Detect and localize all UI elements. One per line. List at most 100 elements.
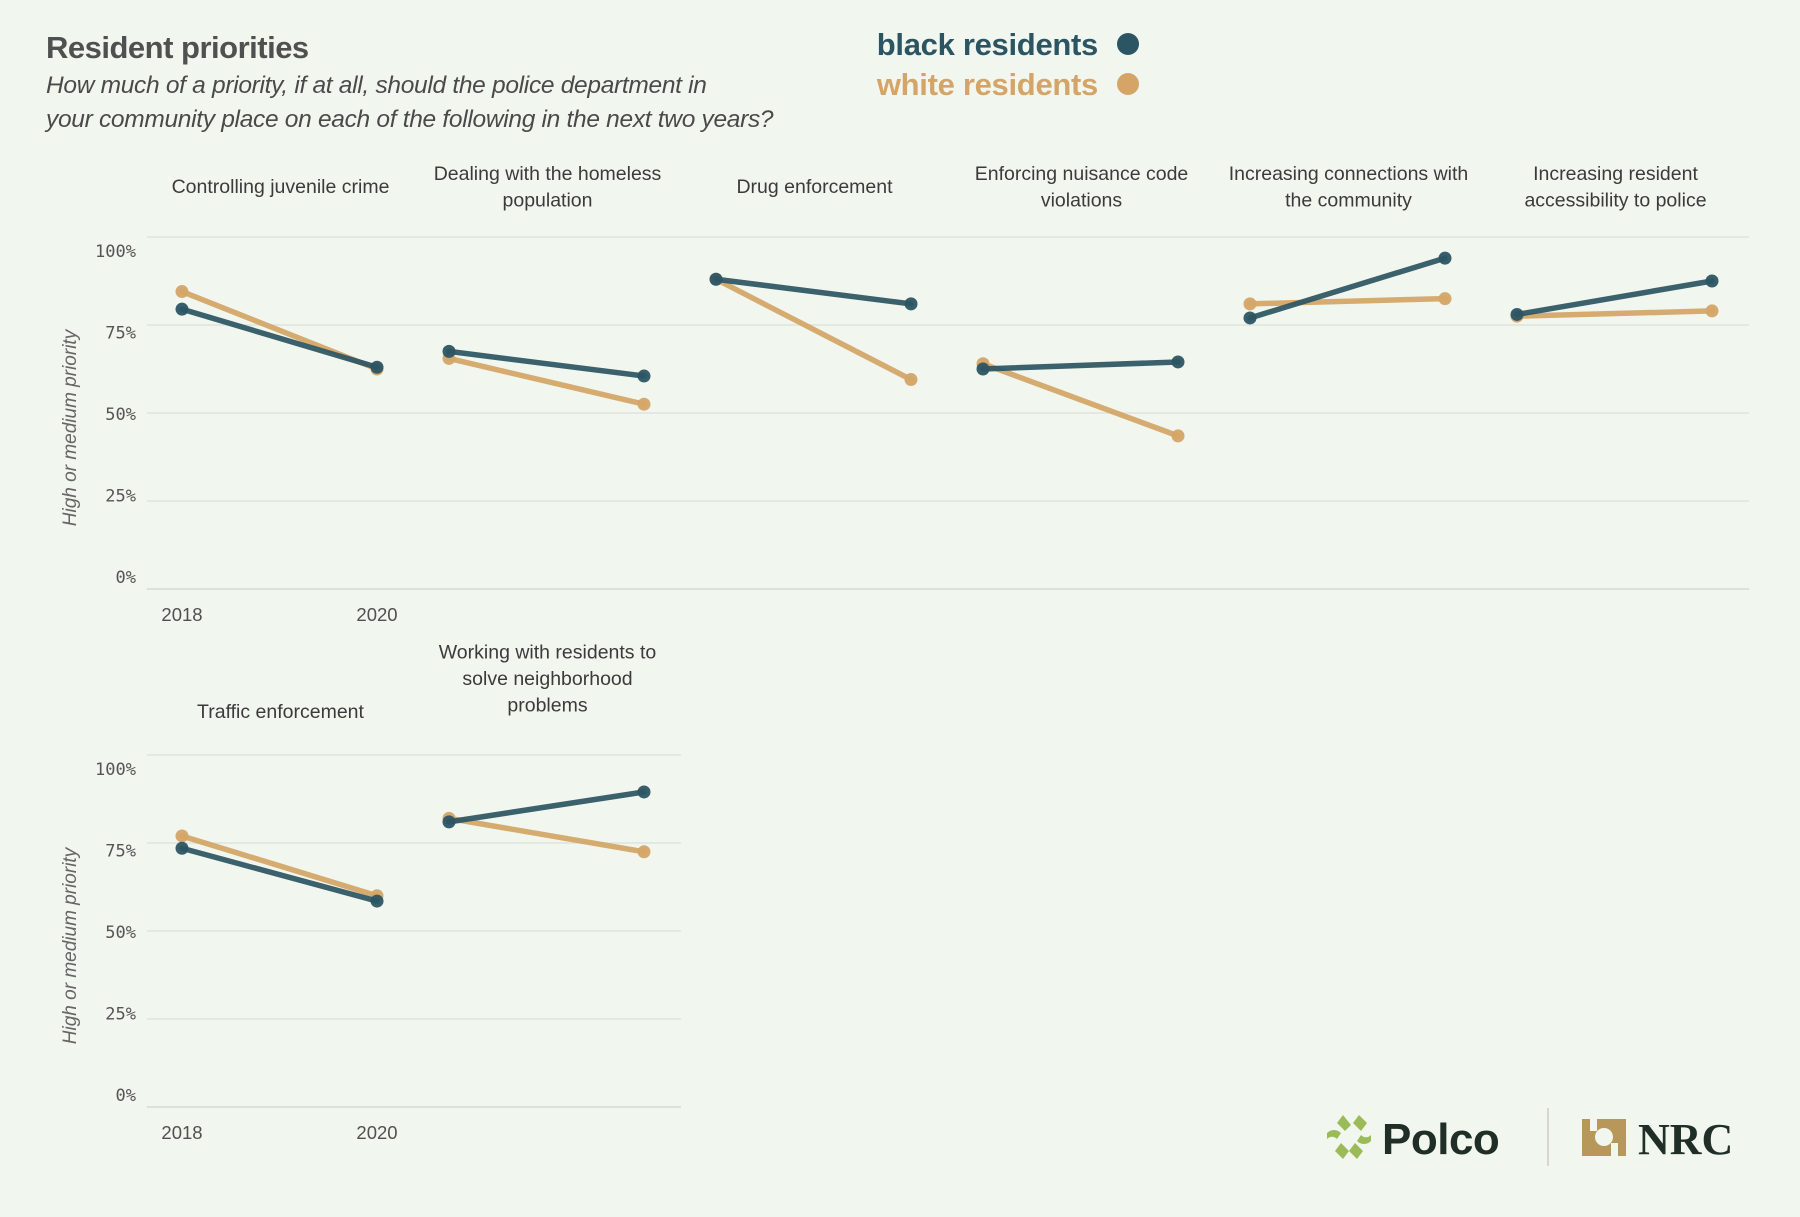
panel-title: Dealing with the homeless bbox=[434, 163, 662, 185]
panel-title: Drug enforcement bbox=[736, 176, 893, 198]
panel-title: accessibility to police bbox=[1524, 190, 1706, 212]
panel-title: population bbox=[503, 190, 593, 212]
legend-dot-black bbox=[1117, 33, 1139, 55]
facet-panel: Traffic enforcement bbox=[175, 701, 384, 908]
panel-title: violations bbox=[1041, 190, 1123, 212]
facet-panel: Dealing with the homeless population bbox=[434, 163, 662, 411]
series-line-black bbox=[980, 359, 1181, 372]
polco-logo: Polco bbox=[1327, 1115, 1500, 1164]
chart-subtitle-line-1: How much of a priority, if at all, shoul… bbox=[46, 72, 707, 99]
series-line-white bbox=[179, 833, 380, 899]
legend: black residents white residents bbox=[876, 27, 1139, 102]
data-point-black-2018[interactable] bbox=[1243, 311, 1257, 325]
nrc-wordmark: NRC bbox=[1638, 1115, 1733, 1164]
panel-title: Increasing resident bbox=[1533, 163, 1698, 185]
panel-row-1: 100% 75% 50% 25% 0% High or medium priority 20… bbox=[60, 163, 1749, 625]
data-point-black-2018[interactable] bbox=[1510, 307, 1524, 321]
data-point-black-2020[interactable] bbox=[1705, 274, 1719, 288]
panel-title: the community bbox=[1285, 190, 1412, 212]
y-axis-title: High or medium priority bbox=[60, 846, 81, 1044]
panel-row-2: 100% 75% 50% 25% 0% High or medium priority 20… bbox=[60, 642, 681, 1143]
panel-title: solve neighborhood bbox=[462, 668, 632, 690]
y-tick-label: 50% bbox=[105, 923, 136, 943]
data-point-white-2018[interactable] bbox=[1243, 297, 1257, 311]
data-point-white-2020[interactable] bbox=[637, 397, 651, 411]
data-point-black-2020[interactable] bbox=[904, 297, 918, 311]
data-point-black-2018[interactable] bbox=[709, 272, 723, 286]
panel-title: Increasing connections with bbox=[1229, 163, 1469, 185]
data-point-black-2018[interactable] bbox=[175, 302, 189, 316]
x-tick-label: 2020 bbox=[356, 1122, 397, 1143]
data-point-black-2020[interactable] bbox=[1438, 251, 1452, 265]
data-point-white-2020[interactable] bbox=[637, 845, 651, 859]
series-line-black bbox=[1247, 255, 1448, 321]
data-point-black-2018[interactable] bbox=[442, 344, 456, 358]
y-tick-label: 75% bbox=[105, 324, 136, 344]
data-point-black-2020[interactable] bbox=[637, 785, 651, 799]
nrc-icon-hole bbox=[1595, 1128, 1613, 1146]
y-tick-label: 75% bbox=[105, 842, 136, 862]
data-point-black-2020[interactable] bbox=[370, 360, 384, 374]
y-tick-label: 25% bbox=[105, 487, 136, 507]
series-line-black bbox=[179, 845, 380, 904]
nrc-icon-notch-top bbox=[1590, 1119, 1597, 1131]
y-axis-title: High or medium priority bbox=[60, 328, 81, 526]
polco-wordmark: Polco bbox=[1382, 1115, 1499, 1164]
series-line-white bbox=[446, 355, 647, 407]
legend-dot-white bbox=[1117, 73, 1139, 95]
panel-title: problems bbox=[507, 695, 587, 717]
data-point-black-2020[interactable] bbox=[1171, 355, 1185, 369]
data-point-black-2018[interactable] bbox=[976, 362, 990, 376]
y-tick-label: 0% bbox=[116, 1086, 136, 1106]
y-tick-label: 100% bbox=[95, 242, 136, 262]
x-tick-label: 2018 bbox=[161, 604, 202, 625]
nrc-icon-notch-bottom bbox=[1611, 1143, 1618, 1156]
legend-item-black[interactable]: black residents bbox=[877, 27, 1139, 62]
facet-panel: Drug enforcement bbox=[709, 176, 918, 387]
series-line-black bbox=[1514, 278, 1715, 318]
series-line-white bbox=[1514, 308, 1715, 319]
series-line-black bbox=[713, 276, 914, 307]
legend-label-white: white residents bbox=[876, 67, 1098, 102]
y-tick-label: 50% bbox=[105, 405, 136, 425]
chart-subtitle-line-2: your community place on each of the foll… bbox=[44, 106, 774, 133]
y-tick-label: 0% bbox=[116, 568, 136, 588]
data-point-black-2020[interactable] bbox=[637, 369, 651, 383]
data-point-white-2020[interactable] bbox=[904, 373, 918, 387]
facet-panel: Enforcing nuisance code violations bbox=[975, 163, 1189, 443]
polco-icon bbox=[1327, 1115, 1371, 1159]
facet-panel: Working with residents to solve neighborh… bbox=[439, 642, 657, 859]
facet-panel: Increasing resident accessibility to poli… bbox=[1510, 163, 1719, 323]
series-line-white bbox=[1247, 295, 1448, 307]
data-point-white-2018[interactable] bbox=[175, 829, 189, 843]
data-point-black-2020[interactable] bbox=[370, 894, 384, 908]
nrc-icon bbox=[1582, 1119, 1626, 1156]
legend-item-white[interactable]: white residents bbox=[876, 67, 1139, 102]
series-line-white bbox=[980, 360, 1181, 439]
x-tick-label: 2020 bbox=[356, 604, 397, 625]
legend-label-black: black residents bbox=[877, 27, 1098, 62]
data-point-white-2020[interactable] bbox=[1171, 429, 1185, 443]
chart-title: Resident priorities bbox=[46, 30, 309, 65]
data-point-black-2018[interactable] bbox=[442, 815, 456, 829]
facet-panels: 100% 75% 50% 25% 0% High or medium priority 20… bbox=[60, 163, 1749, 1143]
data-point-white-2018[interactable] bbox=[175, 285, 189, 299]
data-point-white-2020[interactable] bbox=[1705, 304, 1719, 318]
nrc-logo: NRC bbox=[1582, 1115, 1733, 1164]
panel-title: Traffic enforcement bbox=[197, 701, 364, 723]
x-tick-label: 2018 bbox=[161, 1122, 202, 1143]
panel-title: Working with residents to bbox=[439, 642, 657, 664]
series-line-white bbox=[446, 815, 647, 855]
panel-title: Enforcing nuisance code bbox=[975, 163, 1189, 185]
facet-panel: Controlling juvenile crime bbox=[172, 176, 390, 376]
data-point-white-2020[interactable] bbox=[1438, 292, 1452, 306]
series-line-white bbox=[713, 276, 914, 383]
panel-title: Controlling juvenile crime bbox=[172, 176, 390, 198]
series-line-black bbox=[446, 348, 647, 379]
y-tick-label: 100% bbox=[95, 760, 136, 780]
data-point-black-2018[interactable] bbox=[175, 841, 189, 855]
y-tick-label: 25% bbox=[105, 1005, 136, 1025]
facet-panel: Increasing connections with the community bbox=[1229, 163, 1469, 325]
series-line-black bbox=[446, 789, 647, 825]
